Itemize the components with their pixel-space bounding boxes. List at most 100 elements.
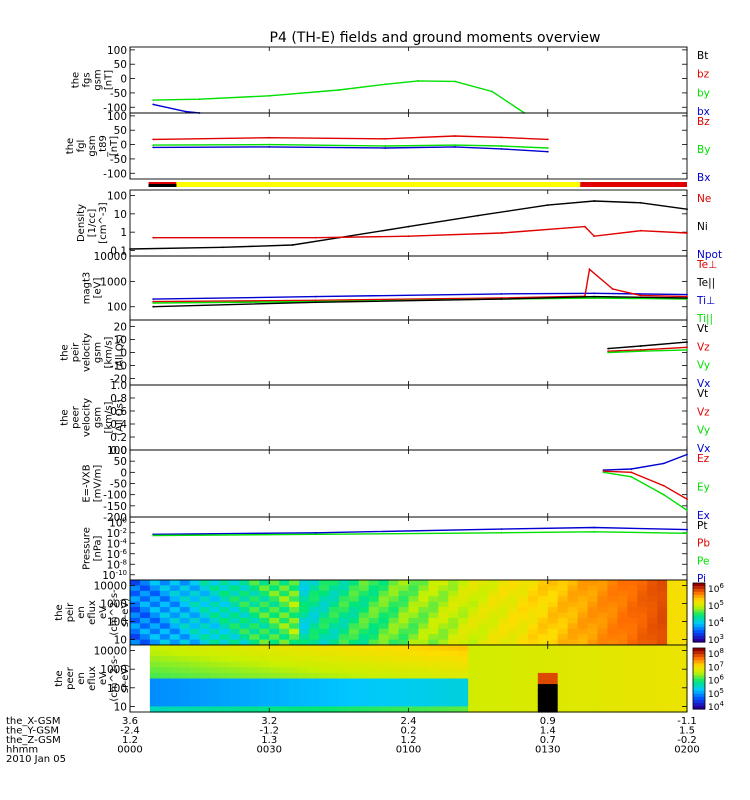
heatmap-cell bbox=[517, 596, 529, 603]
x-axis-value: 0030 bbox=[257, 745, 282, 756]
heatmap-cell bbox=[408, 656, 420, 663]
panel-frame bbox=[129, 255, 688, 321]
heatmap-cell bbox=[299, 634, 310, 641]
heatmap-cell bbox=[607, 601, 618, 608]
heatmap-cell bbox=[507, 612, 519, 619]
heatmap-cell bbox=[498, 628, 509, 635]
legend-entry: Npot bbox=[697, 249, 722, 261]
data-point bbox=[686, 232, 688, 234]
heatmap-cell bbox=[418, 596, 429, 603]
heatmap-cell bbox=[289, 672, 300, 680]
heatmap-cell bbox=[597, 590, 609, 597]
heatmap-cell bbox=[587, 617, 599, 624]
heatmap-cell bbox=[577, 650, 589, 657]
heatmap-cell bbox=[438, 596, 449, 603]
heatmap-cell bbox=[139, 580, 151, 587]
series-line-Ex bbox=[603, 453, 688, 471]
heatmap-cell bbox=[527, 700, 539, 708]
heatmap-cell bbox=[149, 650, 161, 657]
heatmap-cell bbox=[627, 700, 638, 708]
heatmap-cell bbox=[408, 667, 420, 674]
data-point bbox=[152, 300, 155, 303]
heatmap-cell bbox=[219, 634, 231, 641]
heatmap-cell bbox=[279, 661, 290, 668]
heatmap-cell bbox=[617, 617, 628, 624]
colorbar-step bbox=[693, 648, 705, 652]
heatmap-cell bbox=[239, 580, 250, 587]
heatmap-cell bbox=[507, 667, 519, 674]
legend-entry: Ni bbox=[697, 221, 708, 233]
heatmap-cell bbox=[149, 634, 161, 641]
data-point bbox=[314, 299, 317, 302]
data-point bbox=[611, 288, 614, 290]
heatmap-cell bbox=[229, 601, 241, 608]
heatmap-cell bbox=[597, 667, 609, 674]
heatmap-cell bbox=[448, 590, 459, 597]
heatmap-cell bbox=[199, 689, 211, 696]
heatmap-cell bbox=[637, 639, 648, 646]
heatmap-cell bbox=[567, 634, 579, 641]
heatmap-cell bbox=[587, 661, 599, 668]
heatmap-cell bbox=[617, 700, 628, 708]
colorbar-step bbox=[693, 618, 705, 622]
heatmap-cell bbox=[647, 590, 658, 597]
heatmap-cell bbox=[398, 695, 410, 702]
heatmap-cell bbox=[219, 623, 231, 630]
heatmap-cell bbox=[348, 689, 360, 696]
heatmap-cell bbox=[507, 700, 519, 708]
heatmap-cell bbox=[388, 678, 400, 685]
colorbar-step bbox=[693, 687, 705, 692]
mode-bar-black bbox=[148, 184, 177, 187]
heatmap-cell bbox=[159, 650, 171, 657]
heatmap-cell bbox=[537, 672, 549, 680]
heatmap-cell bbox=[617, 634, 628, 641]
heatmap-cell bbox=[557, 617, 569, 624]
heatmap-cell bbox=[577, 700, 589, 708]
heatmap-cell bbox=[338, 700, 350, 708]
heatmap-cell bbox=[159, 639, 171, 646]
heatmap-cell bbox=[309, 634, 320, 641]
heatmap-cell bbox=[667, 645, 678, 652]
heatmap-cell bbox=[438, 601, 449, 608]
heatmap-cell bbox=[408, 661, 420, 668]
heatmap-cell bbox=[418, 617, 429, 624]
y-tick-label: 1000 bbox=[100, 598, 127, 610]
heatmap-cell bbox=[438, 612, 449, 619]
heatmap-cell bbox=[169, 628, 181, 635]
heatmap-cell bbox=[189, 672, 201, 680]
legend-entry: Ey bbox=[697, 482, 710, 494]
heatmap-cell bbox=[289, 656, 300, 663]
heatmap-cell bbox=[507, 623, 519, 630]
heatmap-cell bbox=[488, 580, 499, 587]
y-tick-label: 0.4 bbox=[110, 419, 127, 431]
heatmap-cell bbox=[299, 695, 310, 702]
heatmap-cell bbox=[438, 689, 449, 696]
heatmap-cell bbox=[597, 580, 609, 587]
colorbar-step bbox=[693, 600, 705, 605]
heatmap-cell bbox=[338, 672, 350, 680]
data-point bbox=[454, 135, 456, 137]
heatmap-cell bbox=[189, 667, 201, 674]
heatmap-cell bbox=[239, 628, 250, 635]
colorbar-step bbox=[693, 690, 705, 695]
heatmap-cell bbox=[139, 678, 151, 685]
data-point bbox=[184, 110, 187, 113]
heatmap-cell bbox=[149, 706, 161, 713]
data-point bbox=[152, 302, 155, 304]
data-point bbox=[630, 475, 633, 478]
heatmap-cell bbox=[309, 639, 320, 646]
data-point bbox=[662, 462, 665, 465]
heatmap-cell bbox=[199, 580, 211, 587]
heatmap-cell bbox=[527, 590, 539, 597]
data-point bbox=[500, 528, 503, 530]
heatmap-cell bbox=[627, 580, 638, 587]
heatmap-cell bbox=[239, 634, 250, 641]
heatmap-cell bbox=[428, 617, 439, 624]
heatmap-cell bbox=[269, 585, 280, 592]
heatmap-cell bbox=[388, 700, 400, 708]
heatmap-cell bbox=[169, 612, 181, 619]
heatmap-cell bbox=[189, 590, 201, 597]
heatmap-cell bbox=[189, 678, 201, 685]
